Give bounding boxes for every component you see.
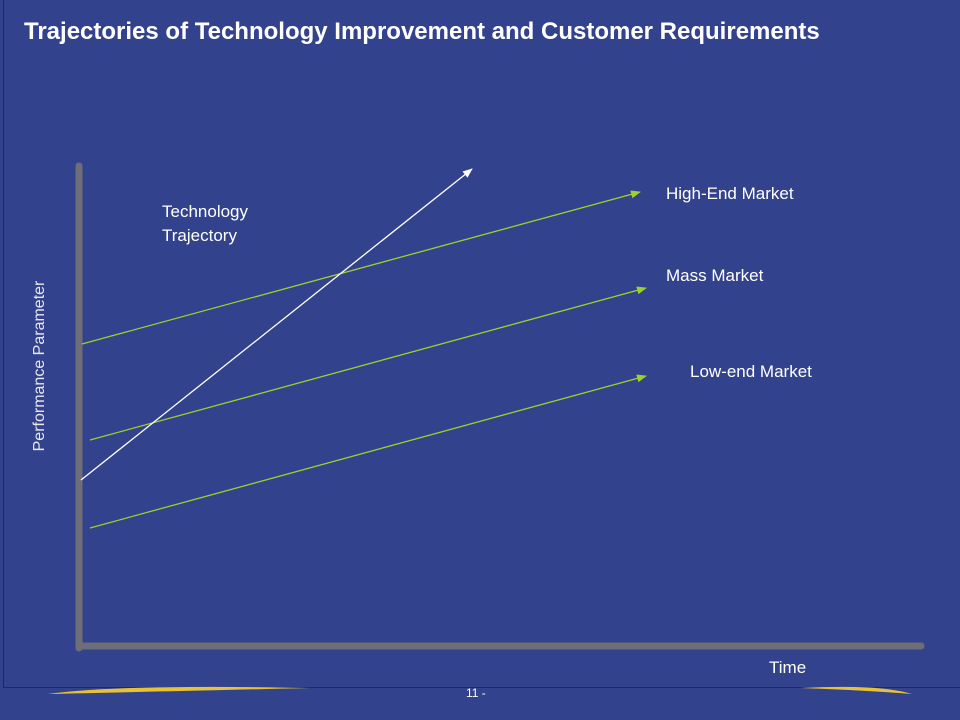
low-end-market-label: Low-end Market [690,362,812,381]
mass-market-label: Mass Market [666,266,764,285]
frame-bottom-line [3,687,960,688]
mass-market-line [89,286,647,441]
technology-trajectory-label: Technology Trajectory [162,202,249,245]
technology-trajectory-line [80,168,473,481]
high-end-market-label: High-End Market [666,184,794,203]
page-number: 11 - [466,686,486,700]
right-swoosh-decoration [800,686,912,694]
high-end-market-line [81,190,641,345]
y-axis-label: Performance Parameter [31,280,48,452]
low-end-market-line [89,374,647,529]
slide-title: Trajectories of Technology Improvement a… [24,18,820,45]
x-axis-label: Time [769,658,807,677]
frame-left-line [3,0,4,688]
left-swoosh-decoration [48,686,310,694]
